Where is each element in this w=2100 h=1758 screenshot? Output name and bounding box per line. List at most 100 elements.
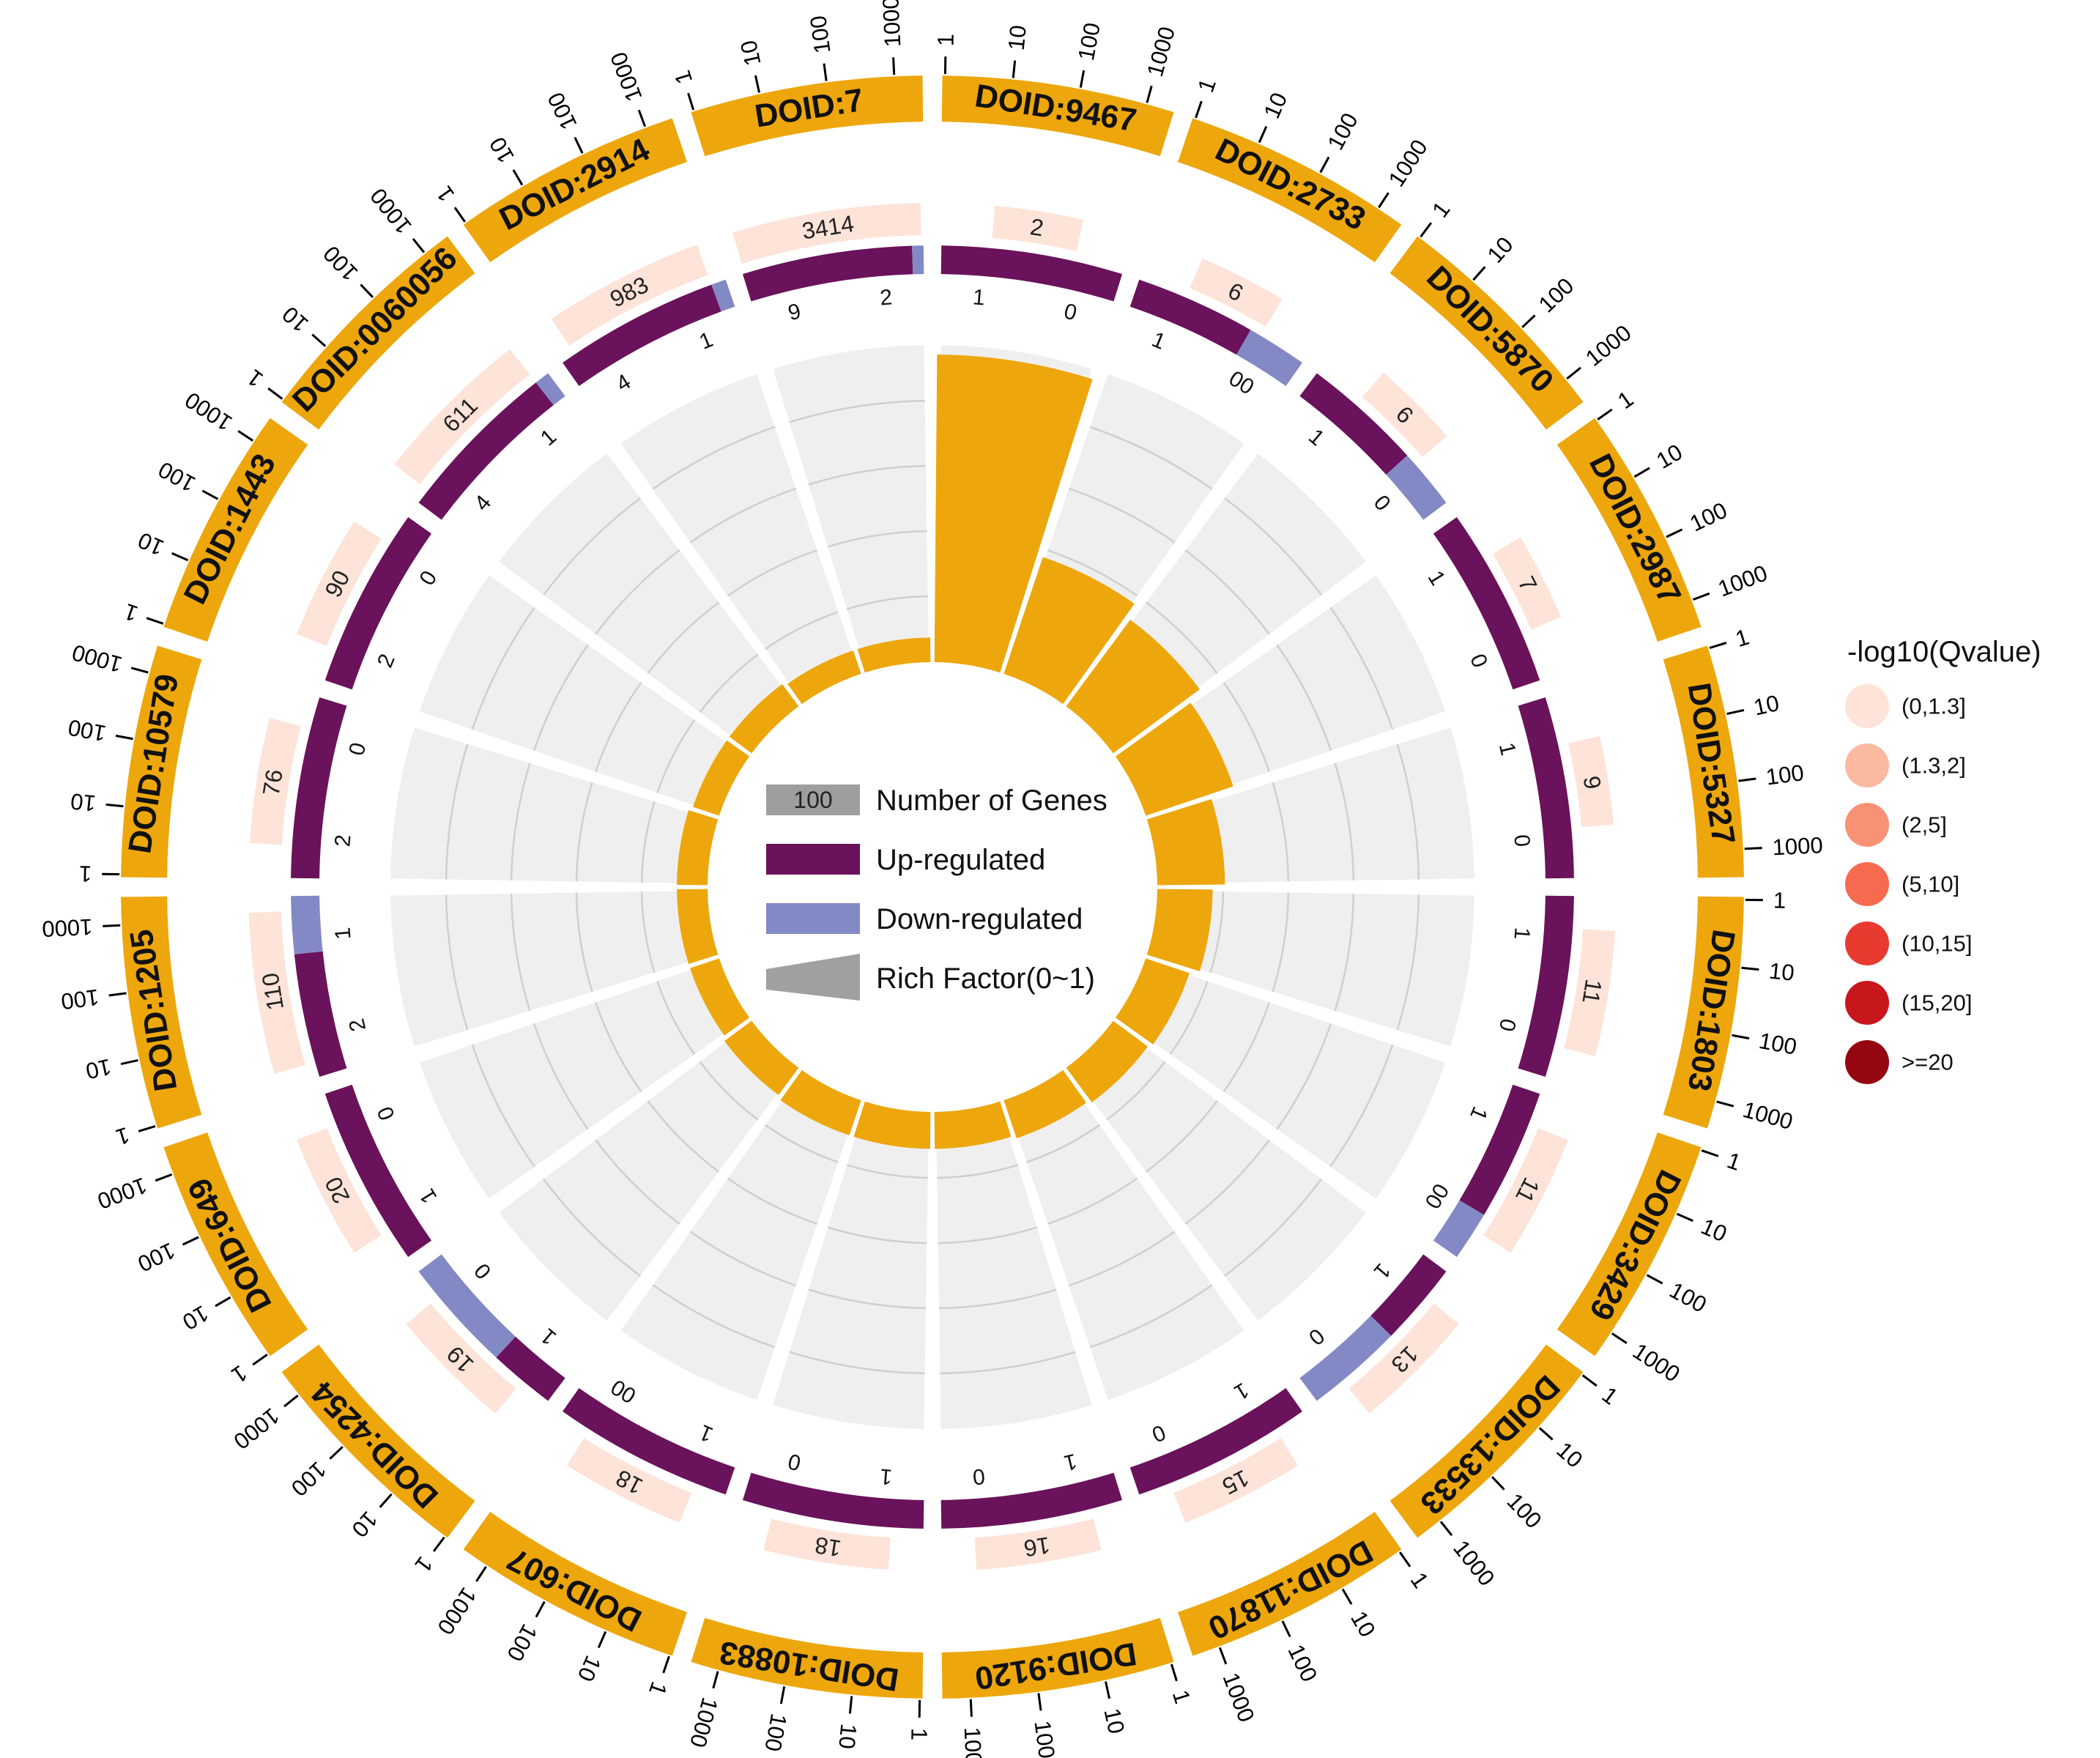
log-tick-label: 100 xyxy=(154,456,199,497)
track-background-sector xyxy=(419,575,749,815)
log-tick-label: 1000 xyxy=(1581,319,1636,371)
up-count-label: 1 xyxy=(972,285,986,310)
up-regulated-arc xyxy=(291,697,347,879)
log-tick-label: 1 xyxy=(113,1122,133,1151)
qvalue-legend-title: -log10(Qvalue) xyxy=(1847,636,2041,668)
track-background-sector xyxy=(1005,1071,1244,1401)
log-tick-label: 100 xyxy=(1502,1488,1547,1534)
down-regulated-arc xyxy=(1386,455,1447,520)
track-gridline xyxy=(846,1164,928,1179)
gene-count-box xyxy=(406,1303,516,1414)
legend-rich-swatch xyxy=(766,954,860,1001)
down-count-label: 0 xyxy=(1465,650,1492,671)
track-gridline xyxy=(1396,743,1420,880)
up-regulated-arc xyxy=(742,1472,924,1529)
legend-up-swatch xyxy=(766,844,860,875)
track-background-sector xyxy=(499,453,798,752)
qvalue-legend-dot xyxy=(1845,1040,1889,1084)
log-tick-label: 10 xyxy=(277,301,313,337)
term-block xyxy=(1557,1132,1702,1357)
term-block xyxy=(121,645,202,878)
track-gridline xyxy=(789,399,925,423)
log-tick xyxy=(1741,966,1759,971)
log-tick-label: 1000 xyxy=(685,1695,723,1751)
up-count-label: 2 xyxy=(344,1016,371,1034)
log-tick xyxy=(1439,1521,1453,1536)
log-tick-label: 1 xyxy=(1192,75,1221,96)
track-gridline xyxy=(765,611,839,650)
term-block xyxy=(281,1344,475,1538)
log-tick-label: 10 xyxy=(178,1300,212,1335)
qvalue-legend-label: >=20 xyxy=(1901,1050,1954,1075)
log-tick xyxy=(1146,85,1153,103)
up-regulated-arc xyxy=(1518,697,1574,879)
qvalue-legend-dot xyxy=(1845,803,1889,847)
log-tick xyxy=(171,552,189,562)
track-gridline xyxy=(808,1288,926,1310)
track-gridline xyxy=(656,719,696,793)
term-block xyxy=(691,75,924,157)
log-tick xyxy=(637,109,647,127)
log-tick xyxy=(1738,777,1756,782)
gene-count-box xyxy=(1568,735,1614,828)
track-gridline xyxy=(595,1002,642,1093)
log-tick xyxy=(1012,60,1017,78)
track-gridline xyxy=(1334,894,1355,1012)
track-gridline xyxy=(1146,601,1218,674)
up-regulated-arc xyxy=(1433,517,1540,690)
up-regulated-arc xyxy=(1129,1387,1302,1495)
log-tick xyxy=(1491,1476,1505,1491)
rich-factor-bar xyxy=(1003,1069,1086,1138)
gene-count-box xyxy=(249,718,301,845)
log-tick xyxy=(1633,467,1650,478)
track-gridline xyxy=(543,497,642,596)
rich-factor-bar xyxy=(677,889,719,964)
legend-genes-label: Number of Genes xyxy=(876,785,1107,817)
up-count-label: 9 xyxy=(786,299,804,325)
track-gridline xyxy=(471,607,535,730)
down-count-label: 0 xyxy=(1149,1420,1169,1447)
up-count-label: 1 xyxy=(696,1420,716,1447)
log-tick xyxy=(1195,100,1203,119)
track-gridline xyxy=(445,894,469,1031)
log-tick xyxy=(105,803,124,808)
log-tick-label: 10 xyxy=(1099,1706,1129,1736)
track-gridline xyxy=(827,530,927,548)
gene-count-box xyxy=(1483,1128,1568,1253)
up-regulated-arc xyxy=(418,382,554,520)
up-regulated-arc xyxy=(324,517,432,690)
track-gridline xyxy=(1334,763,1355,880)
legend-up-label: Up-regulated xyxy=(876,844,1045,876)
log-tick xyxy=(108,992,127,997)
qvalue-legend-label: (0,1.3] xyxy=(1901,694,1966,719)
up-count-label: 1 xyxy=(1494,741,1521,758)
log-tick-label: 100 xyxy=(1322,108,1362,154)
legend-rich-label: Rich Factor(0~1) xyxy=(876,963,1095,995)
track-gridline xyxy=(846,595,928,610)
track-gridline xyxy=(533,644,589,752)
track-gridline xyxy=(1169,981,1209,1055)
gene-count-box xyxy=(551,245,708,346)
track-gridline xyxy=(640,891,656,973)
term-block xyxy=(1390,1344,1584,1538)
track-gridline xyxy=(1026,1124,1100,1163)
log-tick xyxy=(662,1655,670,1674)
log-tick-label: 1000 xyxy=(1142,24,1180,80)
log-tick-label: 1000 xyxy=(1628,1338,1685,1387)
rich-factor-bar xyxy=(693,740,750,816)
log-tick-label: 100 xyxy=(318,241,363,286)
rich-factor-bar xyxy=(690,958,750,1036)
down-count-label: 1 xyxy=(696,327,716,355)
log-tick-label: 10 xyxy=(1551,1437,1587,1473)
log-tick xyxy=(329,1445,344,1460)
track-gridline xyxy=(765,1124,839,1163)
qvalue-legend-label: (10,15] xyxy=(1901,931,1973,957)
track-background-sector xyxy=(1067,1022,1366,1321)
up-down-ring: 1010010101010100101010101001010212020414… xyxy=(291,245,1574,1529)
gene-count-label: 9 xyxy=(1578,774,1606,791)
down-regulated-arc xyxy=(1299,1316,1392,1401)
down-count-label: 0 xyxy=(786,1449,804,1475)
gene-count-box xyxy=(1190,258,1283,327)
term-block xyxy=(163,418,308,642)
track-gridline xyxy=(647,601,719,674)
